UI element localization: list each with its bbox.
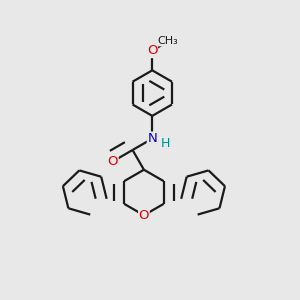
Text: O: O (139, 209, 149, 222)
Text: O: O (108, 155, 118, 168)
Text: O: O (147, 44, 158, 58)
Text: CH₃: CH₃ (158, 36, 178, 46)
Text: H: H (161, 137, 171, 150)
Text: N: N (147, 132, 157, 145)
